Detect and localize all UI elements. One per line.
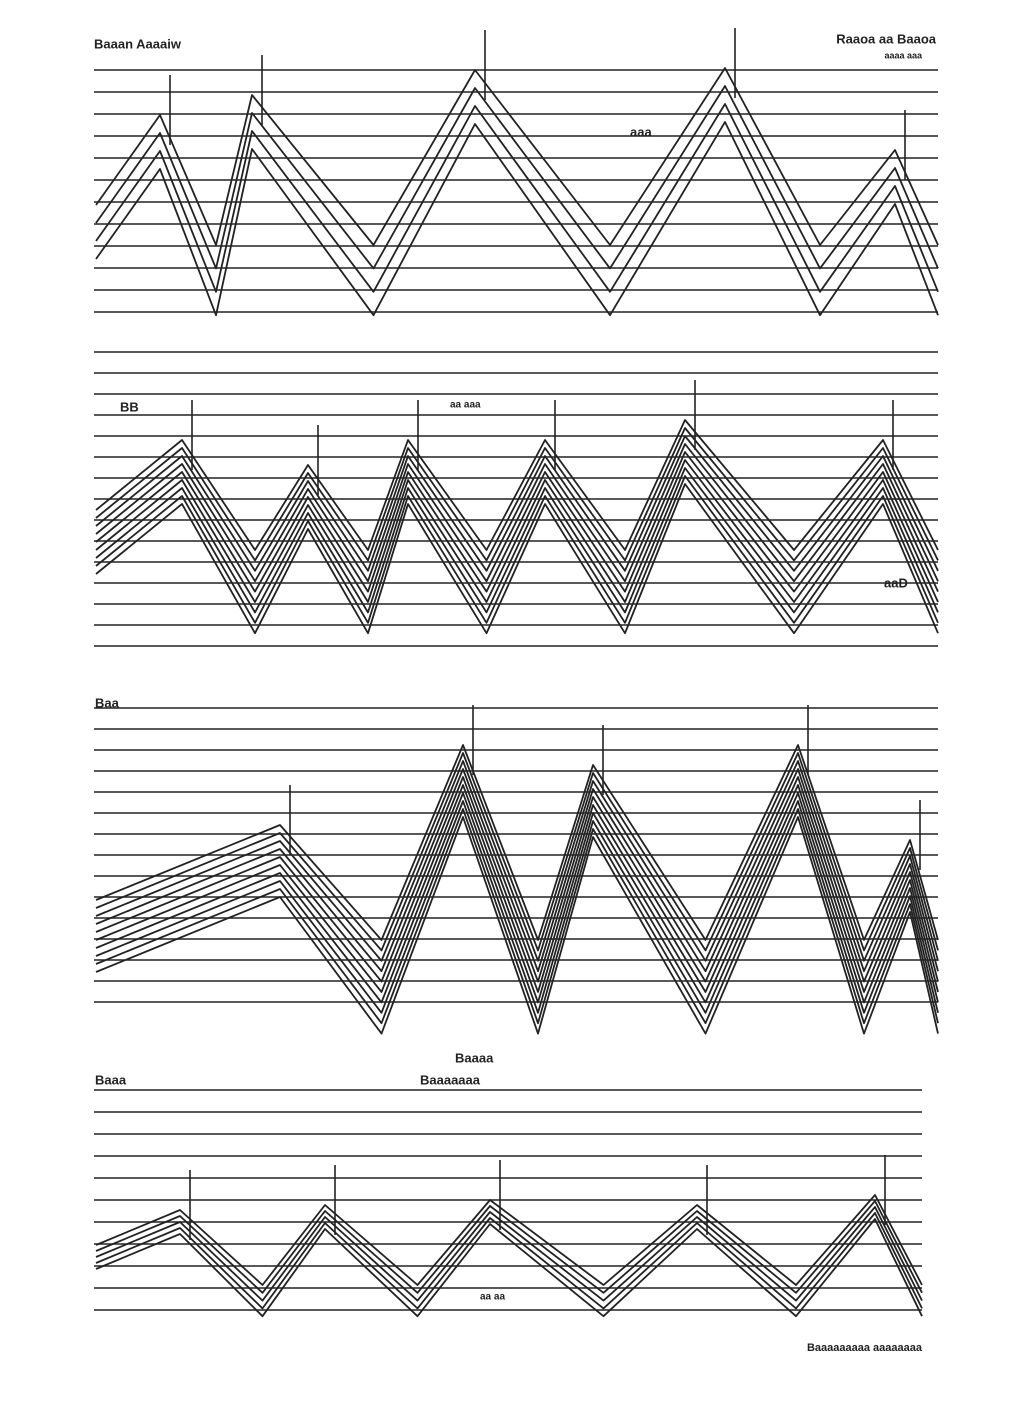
wave [95, 808, 939, 1025]
wave [95, 419, 939, 551]
wave [95, 744, 939, 941]
panel-label: aaa [630, 124, 652, 139]
right-title: Raaoa aa Baaoa [836, 31, 936, 46]
wave [95, 475, 939, 624]
wave [95, 1200, 923, 1294]
panel-label: Baaa [95, 1072, 127, 1087]
wave [95, 1212, 923, 1310]
wave [95, 760, 939, 962]
footer: Baaaaaaaaa aaaaaaaa [807, 1342, 923, 1354]
panel-label: Baa [95, 695, 120, 710]
panel-label: aa aaa [450, 400, 481, 411]
wave [95, 483, 939, 635]
wave [95, 67, 939, 246]
wave [95, 451, 939, 593]
wave [95, 816, 939, 1035]
wave [95, 121, 939, 317]
right-subtitle: aaaa aaa [884, 50, 923, 60]
wave [95, 427, 939, 562]
wave [95, 103, 939, 293]
wave [95, 435, 939, 572]
wave [95, 1206, 923, 1302]
wave [95, 467, 939, 614]
wave [95, 776, 939, 983]
panel-label: BB [120, 399, 139, 414]
wave [95, 459, 939, 603]
title: Baaan Aaaaiw [94, 36, 182, 51]
panel-label: Baaaaaaa [420, 1072, 481, 1087]
wave [95, 800, 939, 1014]
wave [95, 443, 939, 583]
panel-label: aaD [884, 575, 908, 590]
panel-label: aa aa [480, 1292, 505, 1303]
wave [95, 752, 939, 952]
panel-label: Baaaa [455, 1050, 494, 1065]
wave [95, 768, 939, 973]
wave [95, 784, 939, 993]
